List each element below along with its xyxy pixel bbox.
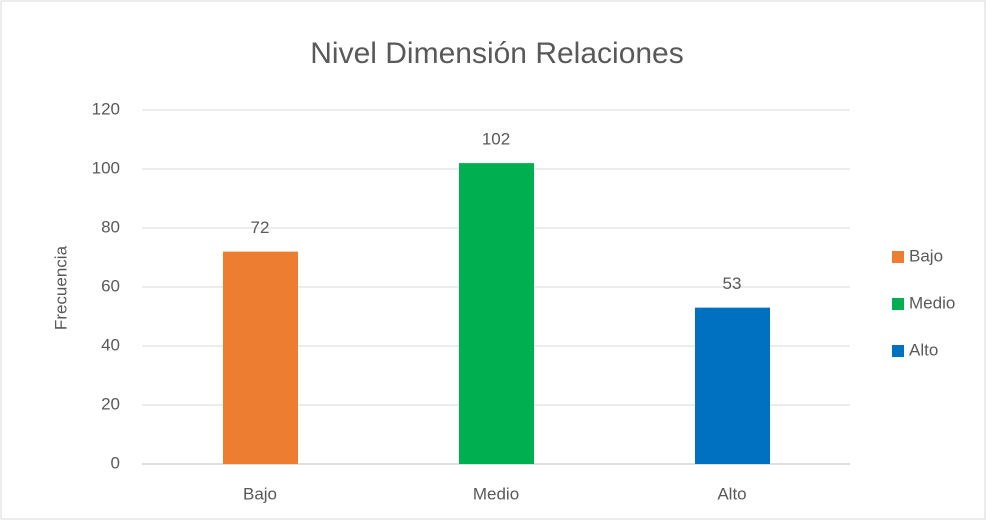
legend-label: Medio: [909, 293, 955, 312]
y-tick-label: 20: [101, 394, 120, 413]
y-tick-label: 100: [92, 158, 120, 177]
x-tick-label: Bajo: [243, 484, 277, 503]
bar: [223, 251, 298, 464]
y-tick-label: 60: [101, 276, 120, 295]
y-axis-label: Frecuencia: [51, 245, 70, 330]
legend-label: Bajo: [909, 246, 943, 265]
y-tick-label: 0: [111, 453, 120, 472]
y-tick-label: 80: [101, 217, 120, 236]
y-tick-label: 40: [101, 335, 120, 354]
legend-swatch: [892, 298, 904, 310]
bar: [459, 163, 534, 464]
data-label: 53: [723, 274, 742, 293]
x-tick-label: Alto: [717, 484, 746, 503]
legend-label: Alto: [909, 340, 938, 359]
chart-title: Nivel Dimensión Relaciones: [310, 37, 684, 70]
bar: [695, 307, 770, 464]
x-tick-label: Medio: [473, 484, 519, 503]
data-label: 102: [482, 130, 510, 149]
legend-swatch: [892, 345, 904, 357]
legend-swatch: [892, 251, 904, 263]
data-label: 72: [251, 218, 270, 237]
y-tick-label: 120: [92, 99, 120, 118]
